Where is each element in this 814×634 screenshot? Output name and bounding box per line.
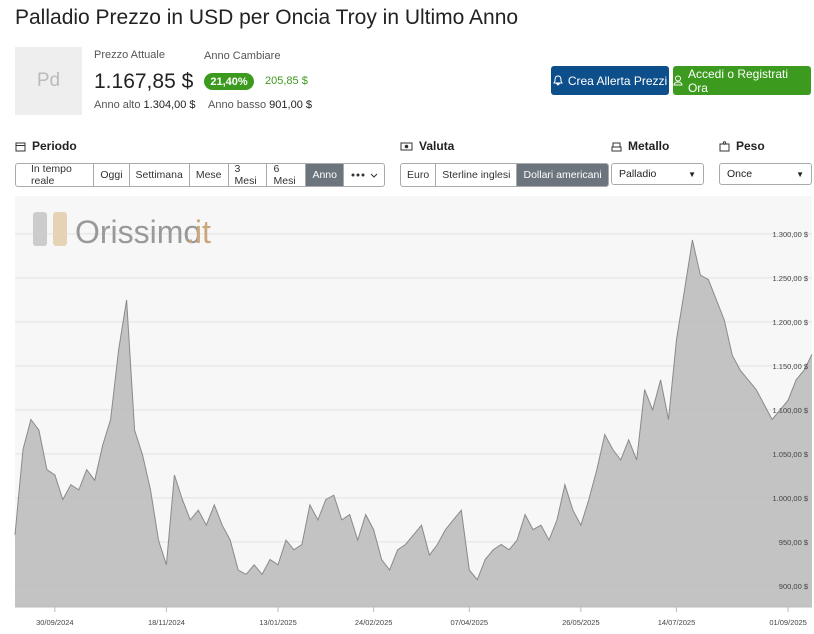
- watermark: Orissimo .it: [33, 212, 211, 250]
- period-option[interactable]: In tempo reale: [16, 164, 95, 186]
- login-button[interactable]: Accedi o Registrati Ora: [673, 66, 811, 95]
- alert-button-text: Crea Allerta Prezzi: [567, 73, 668, 88]
- period-label: Periodo: [15, 139, 77, 153]
- period-option[interactable]: Mese: [190, 164, 229, 186]
- x-tick-label: 24/02/2025: [355, 618, 393, 627]
- low-value: 901,00 $: [269, 99, 312, 111]
- currency-option[interactable]: Sterline inglesi: [436, 164, 518, 186]
- y-tick-label: 1.200,00 $: [773, 318, 809, 327]
- x-tick-label: 07/04/2025: [451, 618, 489, 627]
- metal-label-text: Metallo: [628, 139, 670, 153]
- more-icon: [351, 173, 378, 178]
- x-tick-label: 01/09/2025: [769, 618, 807, 627]
- alert-button[interactable]: Crea Allerta Prezzi: [551, 66, 669, 95]
- login-button-text: Accedi o Registrati Ora: [687, 66, 789, 95]
- period-label-text: Periodo: [32, 139, 77, 153]
- bell-icon: [553, 75, 563, 86]
- x-tick-label: 26/05/2025: [562, 618, 600, 627]
- x-tick-label: 14/07/2025: [658, 618, 696, 627]
- weight-select[interactable]: Once ▼: [719, 163, 812, 185]
- watermark-suffix: .it: [186, 214, 211, 250]
- currency-option[interactable]: Euro: [401, 164, 437, 186]
- period-option[interactable]: Oggi: [94, 164, 130, 186]
- weight-icon: [719, 140, 730, 151]
- metal-value: Palladio: [619, 168, 657, 180]
- bars-icon: [611, 142, 622, 151]
- currency-label: Valuta: [400, 139, 454, 153]
- money-icon: [400, 142, 413, 150]
- y-tick-label: 1.250,00 $: [773, 274, 809, 283]
- area: [15, 240, 812, 607]
- metal-logo: Pd: [15, 47, 82, 115]
- watermark-text: Orissimo: [75, 214, 201, 250]
- change-label: Anno Cambiare: [204, 50, 281, 62]
- currency-label-text: Valuta: [419, 139, 455, 153]
- x-tick-label: 13/01/2025: [259, 618, 297, 627]
- line: [14, 239, 813, 581]
- period-option[interactable]: Settimana: [130, 164, 190, 186]
- weight-value: Once: [727, 168, 753, 180]
- y-tick-label: 1.000,00 $: [773, 494, 809, 503]
- change-abs: 205,85 $: [265, 75, 308, 87]
- current-label: Prezzo Attuale: [94, 49, 165, 61]
- weight-label-text: Peso: [736, 139, 765, 153]
- y-tick-label: 1.050,00 $: [773, 450, 809, 459]
- page-title: Palladio Prezzo in USD per Oncia Troy in…: [15, 6, 519, 29]
- y-tick-label: 1.300,00 $: [773, 230, 809, 239]
- period-option[interactable]: 3 Mesi: [229, 164, 268, 186]
- period-option[interactable]: Anno: [306, 164, 344, 186]
- low-label: Anno basso: [208, 99, 267, 111]
- high-label: Anno alto: [94, 99, 141, 111]
- y-tick-label: 1.100,00 $: [773, 406, 809, 415]
- x-tick-label: 18/11/2024: [148, 618, 185, 627]
- weight-label: Peso: [719, 139, 765, 153]
- metal-select[interactable]: Palladio ▼: [611, 163, 704, 185]
- currency-option[interactable]: Dollari americani: [517, 164, 608, 186]
- period-group: In tempo reale Oggi Settimana Mese 3 Mesi 6 M…: [15, 163, 385, 187]
- y-tick-label: 1.150,00 $: [773, 362, 809, 371]
- metal-label: Metallo: [611, 139, 669, 153]
- y-tick-label: 900,00 $: [779, 582, 809, 591]
- user-icon: [673, 75, 683, 86]
- period-option[interactable]: 6 Mesi: [267, 164, 307, 186]
- more-button[interactable]: [344, 164, 384, 186]
- current-price: 1.167,85 $: [94, 70, 194, 93]
- change-pct: 21,40%: [204, 73, 254, 90]
- y-tick-label: 950,00 $: [779, 538, 809, 547]
- high-value: 1.304,00 $: [143, 99, 196, 111]
- calendar-icon: [15, 142, 26, 151]
- currency-group: Euro Sterline inglesi Dollari americani: [400, 163, 609, 187]
- x-tick-label: 30/09/2024: [36, 618, 74, 627]
